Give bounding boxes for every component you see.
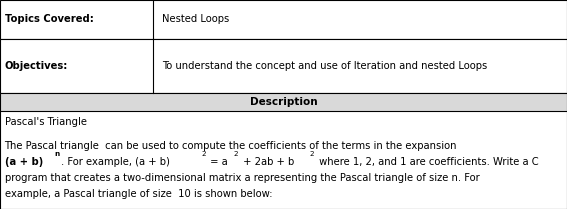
Text: program that creates a two-dimensional matrix a representing the Pascal triangle: program that creates a two-dimensional m… [5,173,479,183]
Text: Nested Loops: Nested Loops [162,14,229,24]
Text: . For example, (a + b): . For example, (a + b) [61,157,170,167]
Text: 2: 2 [201,151,206,157]
Text: The Pascal triangle  can be used to compute the coefficients of the terms in the: The Pascal triangle can be used to compu… [5,141,457,151]
Text: 2: 2 [310,151,315,157]
Bar [0,0,567,39]
Bar [0,93,567,111]
Text: Pascal's Triangle: Pascal's Triangle [5,117,87,127]
Text: 2: 2 [234,151,239,157]
Text: Objectives:: Objectives: [5,61,68,71]
Text: To understand the concept and use of Iteration and nested Loops: To understand the concept and use of Ite… [162,61,487,71]
Text: n: n [54,151,59,157]
Text: Topics Covered:: Topics Covered: [5,14,94,24]
Text: example, a Pascal triangle of size  10 is shown below:: example, a Pascal triangle of size 10 is… [5,189,272,199]
Text: = a: = a [207,157,228,167]
Text: where 1, 2, and 1 are coefficients. Write a C: where 1, 2, and 1 are coefficients. Writ… [316,157,539,167]
Text: (a + b): (a + b) [5,157,43,167]
Text: Description: Description [249,97,318,107]
Bar [0,39,567,93]
Text: + 2ab + b: + 2ab + b [240,157,294,167]
